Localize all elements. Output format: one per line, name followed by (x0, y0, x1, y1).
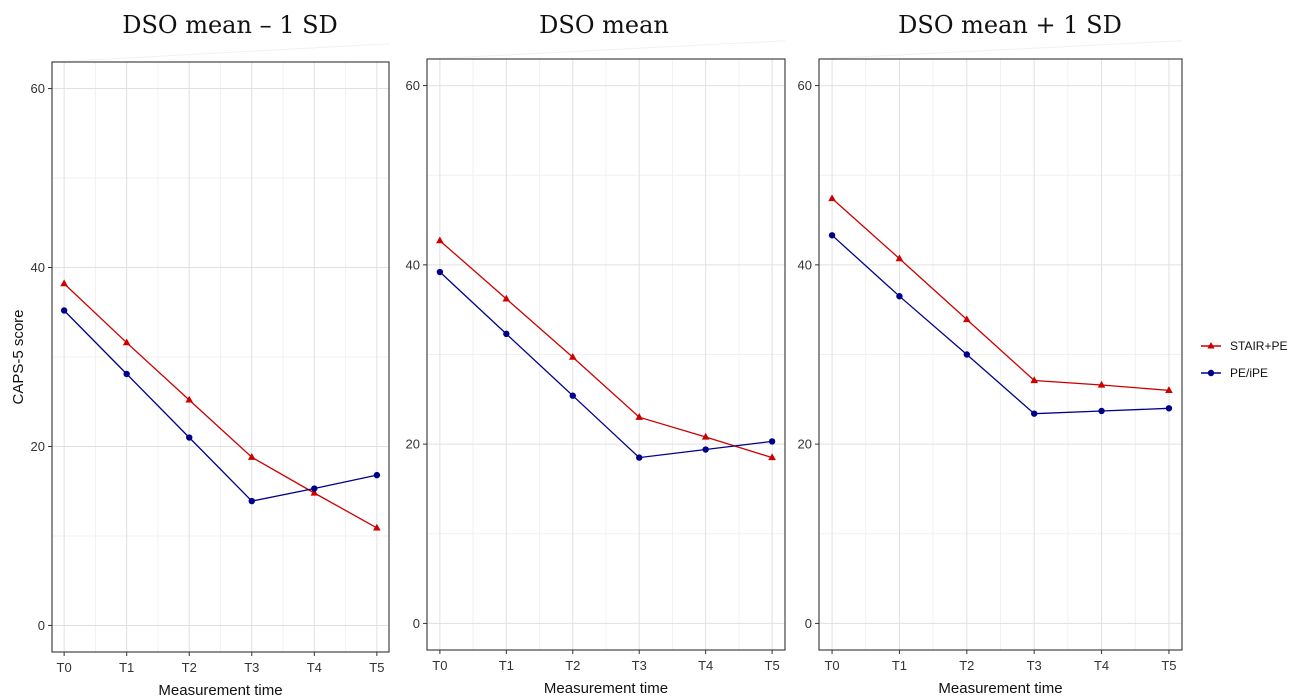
y-tick-label-20: 20 (406, 437, 420, 452)
data-point-stair-pe-t4 (701, 432, 710, 440)
x-tick-label-t3: T3 (244, 660, 259, 675)
data-point-stair-pe-t3 (635, 413, 644, 420)
data-point-pe-ipe-t0 (60, 307, 68, 314)
panel-3: 0 20 40 60 T0 T1 T2 T3 T4 T5 DSO mean + 1 SD Measur… (798, 11, 1183, 697)
y-tick-label-40: 40 (406, 257, 420, 272)
panel-title: DSO mean (539, 11, 669, 39)
legend-marker-pe-ipe (1207, 369, 1215, 377)
series-line-pe-ipe (63, 310, 378, 502)
x-tick-label-t2: T2 (182, 660, 197, 675)
data-point-pe-ipe-t5 (768, 438, 776, 445)
data-point-stair-pe-t0 (436, 236, 444, 244)
series-line-stair-pe (439, 240, 773, 459)
legend-marker-stair-pe (1207, 342, 1215, 349)
x-tick-label-t4: T4 (1094, 658, 1109, 673)
data-point-stair-pe-t4 (1097, 380, 1106, 388)
data-point-stair-pe-t0 (60, 279, 68, 287)
data-point-pe-ipe-t2 (186, 434, 193, 441)
legend-item-stair-pe: STAIR+PE (1201, 339, 1287, 353)
x-tick-label-t1: T1 (892, 658, 907, 673)
data-point-pe-ipe-t1 (503, 330, 510, 338)
panel-1: 0 20 40 60 T0 T1 T2 T3 T4 T5 DSO mean – 1 SD Measur… (10, 11, 390, 699)
legend: STAIR+PE PE/iPE (1201, 339, 1287, 380)
series-line-stair-pe (63, 283, 378, 529)
grid-minor-y (818, 40, 1183, 60)
data-point-stair-pe-t3 (1030, 376, 1038, 384)
x-tick-label-t1: T1 (119, 660, 134, 675)
y-tick-label-0: 0 (38, 618, 45, 633)
y-tick-label-60: 60 (31, 81, 45, 96)
data-point-pe-ipe-t5 (373, 471, 381, 479)
series-line-pe-ipe (439, 271, 773, 459)
x-tick-label-t5: T5 (1161, 658, 1176, 673)
plot-frame (426, 58, 786, 651)
y-axis-title: CAPS-5 score (10, 309, 27, 404)
y-tick-label-40: 40 (31, 260, 45, 275)
y-tick-label-0: 0 (805, 616, 812, 631)
data-point-pe-ipe-t3 (636, 454, 643, 461)
data-point-stair-pe-t5 (768, 453, 776, 461)
data-point-pe-ipe-t3 (1030, 410, 1038, 417)
x-axis-title: Measurement time (544, 680, 668, 697)
data-point-stair-pe-t2 (185, 395, 194, 403)
panel-2: 0 20 40 60 T0 T1 T2 T3 T4 T5 DSO mean Measurement t… (406, 11, 786, 697)
data-point-pe-ipe-t4 (311, 485, 318, 492)
data-point-pe-ipe-t3 (248, 497, 255, 505)
x-tick-label-t0: T0 (57, 660, 72, 675)
legend-label-pe-ipe: PE/iPE (1230, 366, 1268, 380)
data-point-stair-pe-t4 (310, 488, 319, 496)
plot-frame (818, 58, 1183, 651)
data-point-pe-ipe-t0 (828, 232, 836, 239)
y-tick-label-0: 0 (413, 616, 420, 631)
y-tick-label-40: 40 (798, 257, 812, 272)
plot-frame (51, 61, 390, 653)
data-point-pe-ipe-t4 (1098, 407, 1105, 415)
x-tick-label-t0: T0 (432, 658, 447, 673)
data-point-pe-ipe-t5 (1165, 405, 1173, 412)
data-point-pe-ipe-t0 (436, 268, 444, 276)
data-point-pe-ipe-t1 (123, 370, 130, 378)
legend-item-pe-ipe: PE/iPE (1201, 366, 1268, 380)
x-tick-label-t5: T5 (765, 658, 780, 673)
panel-title: DSO mean + 1 SD (898, 11, 1122, 39)
data-point-pe-ipe-t2 (963, 351, 971, 358)
x-tick-label-t3: T3 (632, 658, 647, 673)
grid-minor-y (426, 40, 786, 60)
x-tick-label-t2: T2 (565, 658, 580, 673)
x-tick-label-t4: T4 (698, 658, 713, 673)
data-point-stair-pe-t1 (895, 254, 904, 262)
grid-minor-y (51, 43, 390, 63)
data-point-pe-ipe-t1 (896, 293, 903, 300)
data-point-stair-pe-t1 (502, 294, 511, 302)
x-tick-label-t0: T0 (824, 658, 839, 673)
chart-panels: 0 20 40 60 T0 T1 T2 T3 T4 T5 DSO mean – 1 SD Measur… (10, 11, 1183, 699)
y-tick-label-20: 20 (31, 439, 45, 454)
x-tick-label-t1: T1 (499, 658, 514, 673)
x-tick-label-t2: T2 (959, 658, 974, 673)
x-tick-label-t5: T5 (369, 660, 384, 675)
x-tick-label-t3: T3 (1027, 658, 1042, 673)
x-tick-label-t4: T4 (307, 660, 322, 675)
data-point-pe-ipe-t4 (702, 446, 709, 453)
data-point-stair-pe-t1 (122, 338, 131, 346)
data-point-stair-pe-t2 (963, 315, 971, 323)
legend-label-stair-pe: STAIR+PE (1230, 339, 1287, 353)
series-line-pe-ipe (831, 234, 1169, 415)
x-axis-title: Measurement time (938, 680, 1062, 697)
data-point-stair-pe-t3 (247, 453, 256, 460)
data-point-stair-pe-t0 (828, 194, 836, 202)
y-tick-label-20: 20 (798, 437, 812, 452)
y-tick-label-60: 60 (406, 78, 420, 93)
data-point-stair-pe-t2 (568, 352, 577, 360)
x-axis-title: Measurement time (158, 682, 282, 699)
y-tick-label-60: 60 (798, 78, 812, 93)
data-point-stair-pe-t5 (1165, 386, 1173, 393)
panel-title: DSO mean – 1 SD (122, 11, 338, 39)
data-point-pe-ipe-t2 (569, 392, 576, 399)
series-line-stair-pe (831, 198, 1169, 392)
data-point-stair-pe-t5 (373, 523, 381, 531)
